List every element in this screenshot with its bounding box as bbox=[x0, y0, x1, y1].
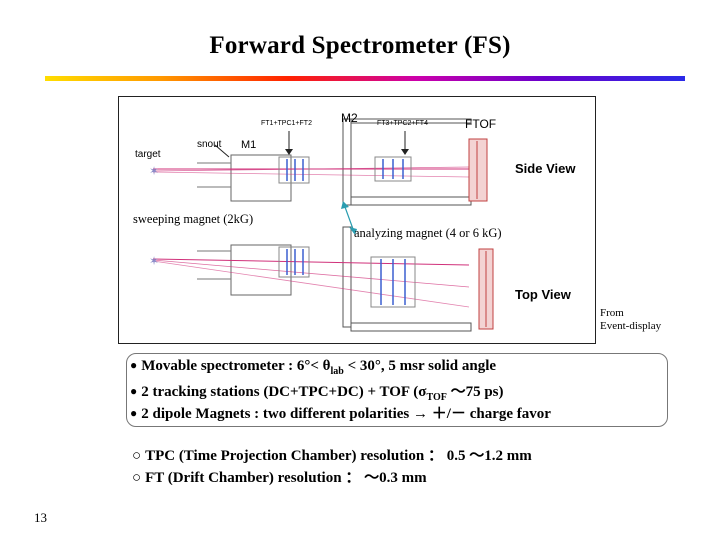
slide-title: Forward Spectrometer (FS) bbox=[209, 32, 511, 59]
circle-bullet-icon: ○ bbox=[132, 470, 142, 486]
bullet-dot-icon: ● bbox=[130, 384, 138, 398]
bullet-dot-icon: ● bbox=[130, 358, 138, 372]
label-ft3: FT3+TPC2+FT4 bbox=[377, 120, 428, 127]
bullet-dipole-magnets: ● 2 dipole Magnets : two different polari… bbox=[130, 406, 551, 422]
feature-bullet-box bbox=[126, 353, 668, 427]
label-snout: snout bbox=[197, 139, 222, 150]
title-gradient-rule bbox=[45, 76, 685, 81]
m2-yoke-left bbox=[342, 118, 352, 206]
label-m2: M2 bbox=[341, 111, 358, 125]
bullet-movable-spectrometer: ● Movable spectrometer : 6°< θlab < 30°, … bbox=[130, 358, 497, 377]
spec-ft-resolution: ○ FT (Drift Chamber) resolution ： ～0.3 mm bbox=[132, 470, 427, 486]
label-ftof: FTOF bbox=[465, 117, 497, 131]
bullet-dot-icon: ● bbox=[130, 406, 138, 420]
spectrometer-drawing: ✶ ✶ bbox=[149, 118, 494, 332]
page-number: 13 bbox=[34, 510, 47, 525]
m2-yoke-top bbox=[350, 118, 472, 124]
m1-magnet bbox=[230, 154, 292, 202]
source-line-2: Event-display bbox=[600, 320, 662, 332]
label-top-view: Top View bbox=[515, 287, 571, 302]
label-side-view: Side View bbox=[515, 161, 576, 176]
circle-bullet-icon: ○ bbox=[132, 448, 142, 464]
analyzing-arrow bbox=[344, 206, 354, 230]
svg-text:✶: ✶ bbox=[149, 254, 159, 268]
sweeping-magnet-label: sweeping magnet (2kG) bbox=[133, 212, 254, 226]
label-target: target bbox=[135, 149, 161, 160]
label-m1: M1 bbox=[241, 139, 257, 151]
event-display-diagram: ✶ ✶ bbox=[118, 96, 596, 344]
source-note: From Event-display bbox=[600, 307, 661, 333]
m2-yoke-bottom bbox=[350, 196, 472, 206]
source-line-1: From bbox=[600, 307, 624, 319]
target-marker: ✶ bbox=[149, 164, 159, 178]
bullet-tracking-stations: ● 2 tracking stations (DC+TPC+DC) + TOF (… bbox=[130, 384, 504, 403]
label-ft1: FT1+TPC1+FT2 bbox=[261, 120, 312, 127]
analyzing-magnet-label: analyzing magnet (4 or 6 kG) bbox=[354, 226, 502, 240]
m1-top bbox=[230, 244, 292, 296]
ftof-side bbox=[468, 138, 488, 202]
spec-tpc-resolution: ○ TPC (Time Projection Chamber) resolutio… bbox=[132, 448, 532, 464]
